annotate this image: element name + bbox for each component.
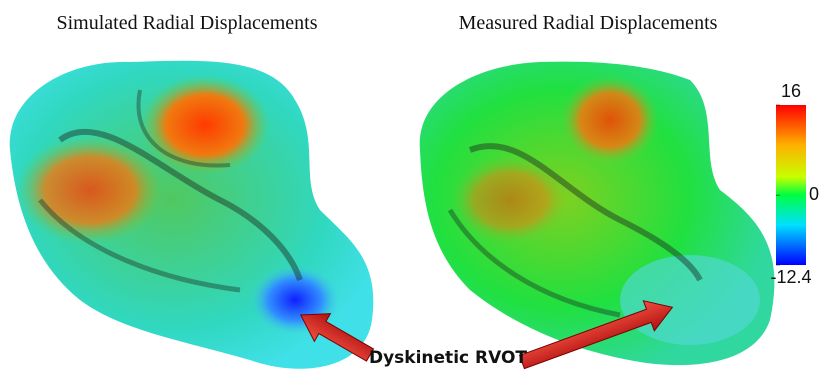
panel-title: Measured Radial Displacements (459, 12, 718, 34)
annotation: Dyskinetic RVOT (369, 348, 527, 368)
arrow (518, 300, 674, 370)
colorbar-label: 0 (809, 184, 819, 204)
measured-surface (419, 61, 775, 366)
panel-title: Simulated Radial Displacements (56, 12, 317, 34)
colorbar-label: 16 (781, 81, 801, 101)
colorbar (776, 105, 806, 265)
simulated-surface (9, 60, 374, 369)
colorbar-label: -12.4 (770, 267, 811, 287)
arrow (299, 313, 375, 362)
